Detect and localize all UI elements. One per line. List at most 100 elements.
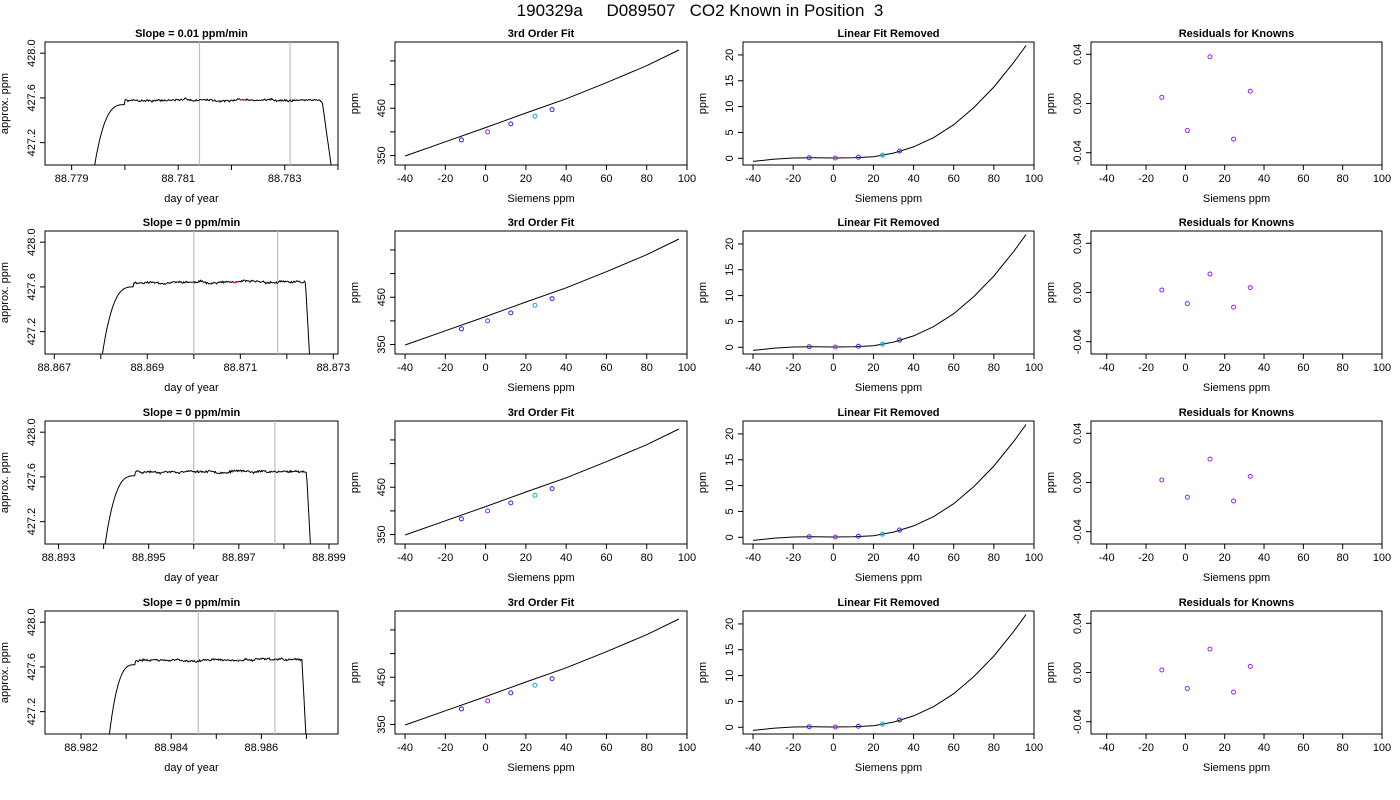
nonlinear-curve [752, 45, 1027, 162]
known-point [549, 296, 555, 302]
residual-point [1207, 271, 1213, 277]
x-tick-label: 88.869 [130, 362, 164, 374]
y-tick-label: 428.0 [26, 418, 38, 446]
y-tick-label: 10 [724, 479, 736, 491]
y-tick-label: 0.04 [1072, 44, 1084, 65]
y-tick-label: 428.0 [26, 608, 38, 636]
x-tick-label: 0 [1182, 173, 1188, 185]
x-tick-label: 80 [1337, 742, 1349, 754]
x-tick-label: -40 [1099, 362, 1115, 374]
known-point [508, 500, 514, 506]
y-axis-label: ppm [1045, 93, 1057, 114]
y-axis-label: ppm [697, 282, 709, 303]
x-tick-label: 60 [1297, 742, 1309, 754]
x-tick-label: -40 [745, 552, 761, 564]
plot-frame [1090, 420, 1383, 545]
x-tick-label: 40 [907, 742, 919, 754]
x-tick-label: 100 [1025, 552, 1043, 564]
x-tick-label: 100 [678, 362, 696, 374]
known-point [897, 527, 903, 533]
y-tick-label: 427.6 [26, 463, 38, 491]
x-tick-label: 60 [1297, 362, 1309, 374]
x-tick-label: 0 [483, 742, 489, 754]
plot-frame [742, 41, 1035, 166]
x-tick-label: 88.779 [55, 173, 89, 185]
residual-point [1184, 685, 1190, 691]
nonlinear-curve [752, 234, 1027, 351]
plot-frame [44, 420, 339, 545]
fit-curve [404, 238, 680, 346]
x-axis-label: Siemens ppm [1203, 572, 1270, 584]
residual-point [1231, 689, 1237, 695]
x-tick-label: 20 [520, 552, 532, 564]
x-tick-label: 40 [1258, 173, 1270, 185]
known-point [855, 154, 861, 160]
x-tick-label: 88.897 [222, 552, 256, 564]
residual-point [1184, 128, 1190, 134]
y-tick-label: -0.04 [1072, 519, 1084, 544]
known-point [485, 318, 491, 324]
x-axis-label: day of year [164, 762, 219, 774]
residual-point [1159, 287, 1165, 293]
x-tick-label: 80 [1337, 552, 1349, 564]
x-tick-label: 20 [867, 362, 879, 374]
residual-point [1231, 304, 1237, 310]
x-tick-label: -40 [1099, 742, 1115, 754]
known-point [549, 676, 555, 682]
y-tick-label: -0.04 [1072, 329, 1084, 354]
y-tick-label: 428.0 [26, 228, 38, 256]
y-tick-label: 5 [724, 318, 736, 324]
x-tick-label: 60 [600, 742, 612, 754]
plot-title: 3rd Order Fit [508, 28, 575, 40]
known-point [508, 310, 514, 316]
x-tick-label: 88.984 [154, 742, 188, 754]
x-axis-label: Siemens ppm [855, 382, 922, 394]
x-tick-label: 20 [1219, 742, 1231, 754]
x-tick-label: -40 [397, 362, 413, 374]
x-tick-label: 20 [520, 362, 532, 374]
y-tick-label: 0 [724, 534, 736, 540]
x-tick-label: 20 [1219, 362, 1231, 374]
x-tick-label: 100 [1373, 742, 1391, 754]
x-axis-label: day of year [164, 382, 219, 394]
plot-title: Slope = 0.01 ppm/min [135, 28, 248, 40]
concentration-trace [104, 469, 311, 544]
concentration-trace [108, 657, 307, 734]
y-tick-label: 427.6 [26, 653, 38, 681]
x-tick-label: 0 [830, 173, 836, 185]
known-point [806, 155, 812, 161]
known-point [458, 137, 464, 143]
y-tick-label: 0 [724, 344, 736, 350]
y-axis-label: ppm [697, 662, 709, 683]
fit-curve [404, 428, 680, 536]
y-tick-label: 428.0 [26, 39, 38, 67]
x-tick-label: 80 [641, 742, 653, 754]
y-axis-label: ppm [349, 93, 361, 114]
residual-point [1184, 301, 1190, 307]
y-axis-label: ppm [1045, 662, 1057, 683]
y-tick-label: 0.00 [1072, 472, 1084, 493]
y-tick-label: 5 [724, 129, 736, 135]
known-point [897, 717, 903, 723]
x-tick-label: 88.899 [312, 552, 346, 564]
x-tick-label: -40 [1099, 552, 1115, 564]
x-tick-label: 100 [1373, 173, 1391, 185]
known-point [806, 534, 812, 540]
known-point [879, 341, 885, 347]
known-point [532, 113, 538, 119]
x-tick-label: 40 [560, 742, 572, 754]
y-axis-label: approx. ppm [0, 73, 11, 134]
x-tick-label: 20 [1219, 552, 1231, 564]
x-tick-label: 60 [600, 173, 612, 185]
y-axis-label: ppm [1045, 472, 1057, 493]
x-tick-label: 60 [948, 362, 960, 374]
y-tick-label: 0.04 [1072, 613, 1084, 634]
y-tick-label: 450 [376, 99, 388, 117]
x-tick-label: 60 [948, 173, 960, 185]
x-tick-label: -20 [437, 742, 453, 754]
known-point [855, 343, 861, 349]
x-tick-label: 60 [600, 552, 612, 564]
x-tick-label: 80 [988, 362, 1000, 374]
x-tick-label: 80 [988, 742, 1000, 754]
x-tick-label: 40 [560, 552, 572, 564]
